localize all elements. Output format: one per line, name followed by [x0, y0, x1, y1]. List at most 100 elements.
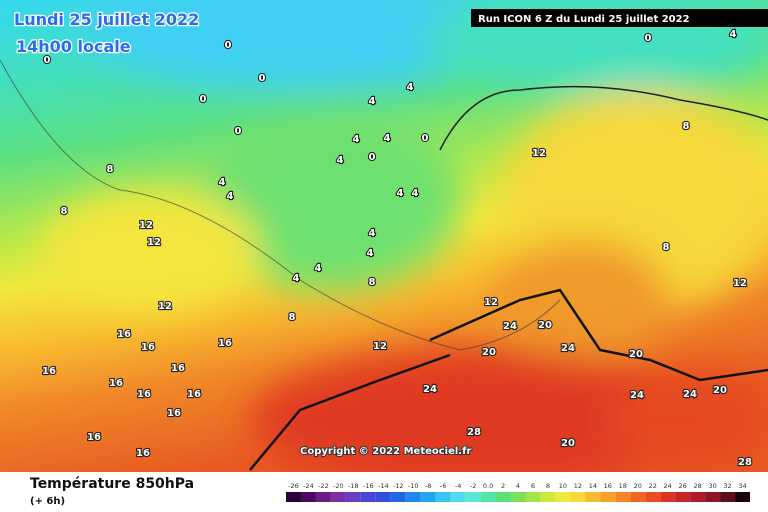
contour-label: 16	[141, 342, 155, 353]
date: Lundi 25 juillet 2022	[14, 10, 199, 29]
legend-label: 6	[531, 482, 535, 490]
legend-swatch	[390, 492, 406, 502]
legend-label: 20	[634, 482, 642, 490]
contour-label: 4	[227, 191, 234, 202]
legend-swatch	[435, 492, 451, 502]
contour-label: 16	[171, 363, 185, 374]
legend-label: -20	[333, 482, 344, 490]
contour-label: 8	[369, 277, 376, 288]
legend-label: 16	[604, 482, 612, 490]
legend-label: -2	[470, 482, 476, 490]
legend-swatch	[405, 492, 421, 502]
legend-swatch	[705, 492, 721, 502]
contour-label: 16	[42, 366, 56, 377]
contour-label: 16	[187, 389, 201, 400]
legend-swatch	[585, 492, 601, 502]
legend-swatch	[525, 492, 541, 502]
run-info: Run ICON 6 Z du Lundi 25 juillet 2022	[478, 14, 690, 25]
contour-label: 16	[218, 338, 232, 349]
legend-swatch	[675, 492, 691, 502]
contour-label: 4	[730, 29, 737, 40]
legend-swatch	[510, 492, 526, 502]
contour-label: 4	[384, 133, 391, 144]
contour-label: 0	[259, 73, 266, 84]
legend-swatch	[735, 492, 750, 502]
legend-swatch	[570, 492, 586, 502]
legend-label: -8	[425, 482, 431, 490]
legend-swatch	[660, 492, 676, 502]
legend-label: -10	[408, 482, 419, 490]
contour-label: 4	[353, 134, 360, 145]
legend-label: 28	[693, 482, 701, 490]
legend: -26 -24 -22 -20 -18 -16 -14 -12 -10 -8 -6 -4 -2 0.0 2 4…	[286, 482, 750, 502]
legend-label: 24	[664, 482, 672, 490]
contour-label: 8	[107, 164, 114, 175]
legend-label: 4	[516, 482, 520, 490]
contour-label: 8	[683, 121, 690, 132]
legend-label: 0.0	[483, 482, 493, 490]
contour-label: 20	[713, 385, 727, 396]
legend-swatch	[495, 492, 511, 502]
legend-label: -22	[318, 482, 329, 490]
contour-label: 4	[219, 177, 226, 188]
copyright: Copyright © 2022 Meteociel.fr	[300, 446, 471, 457]
legend-swatch	[345, 492, 361, 502]
legend-swatch	[630, 492, 646, 502]
contour-label: 0	[225, 40, 232, 51]
contour-label: 16	[136, 448, 150, 459]
contour-label: 12	[139, 220, 153, 231]
contour-label: 20	[482, 347, 496, 358]
contour-label: 4	[367, 248, 374, 259]
legend-label: 8	[546, 482, 550, 490]
contour-label: 0	[200, 94, 207, 105]
legend-label: -18	[348, 482, 359, 490]
contour-label: 24	[423, 384, 437, 395]
contour-label: 4	[293, 273, 300, 284]
legend-label: -6	[440, 482, 446, 490]
legend-swatch	[645, 492, 661, 502]
legend-swatch	[690, 492, 706, 502]
contour-label: 4	[407, 82, 414, 93]
contour-label: 0	[645, 33, 652, 44]
legend-swatch	[330, 492, 346, 502]
contour-label: 16	[109, 378, 123, 389]
contour-label: 24	[630, 390, 644, 401]
legend-swatch	[420, 492, 436, 502]
legend-swatch	[465, 492, 481, 502]
legend-label: 14	[589, 482, 597, 490]
legend-label: -16	[363, 482, 374, 490]
legend-label: 30	[708, 482, 716, 490]
contour-label: 20	[629, 349, 643, 360]
legend-label: 18	[619, 482, 627, 490]
legend-label: 22	[649, 482, 657, 490]
legend-swatch	[480, 492, 496, 502]
legend-label: -14	[378, 482, 389, 490]
contour-label: 24	[683, 389, 697, 400]
legend-label: -26	[288, 482, 299, 490]
legend-label: -4	[455, 482, 461, 490]
legend-label: 10	[559, 482, 567, 490]
contour-label: 4	[369, 96, 376, 107]
contour-label: 16	[87, 432, 101, 443]
footer-step: (+ 6h)	[30, 496, 65, 507]
contour-label: 4	[337, 155, 344, 166]
contour-label: 8	[663, 242, 670, 253]
contour-label: 28	[467, 427, 481, 438]
contour-label: 16	[117, 329, 131, 340]
contour-label: 0	[369, 152, 376, 163]
legend-swatch	[540, 492, 556, 502]
legend-label: 2	[501, 482, 505, 490]
contour-label: 20	[538, 320, 552, 331]
legend-label: 34	[738, 482, 746, 490]
legend-swatch	[600, 492, 616, 502]
legend-label: -12	[393, 482, 404, 490]
contour-label: 24	[561, 343, 575, 354]
contour-label: 8	[61, 206, 68, 217]
legend-label: 26	[679, 482, 687, 490]
contour-label: 4	[412, 188, 419, 199]
contour-label: 12	[532, 148, 546, 159]
legend-swatch	[286, 492, 301, 502]
legend-swatch	[450, 492, 466, 502]
contour-label: 16	[137, 389, 151, 400]
map	[0, 0, 768, 490]
